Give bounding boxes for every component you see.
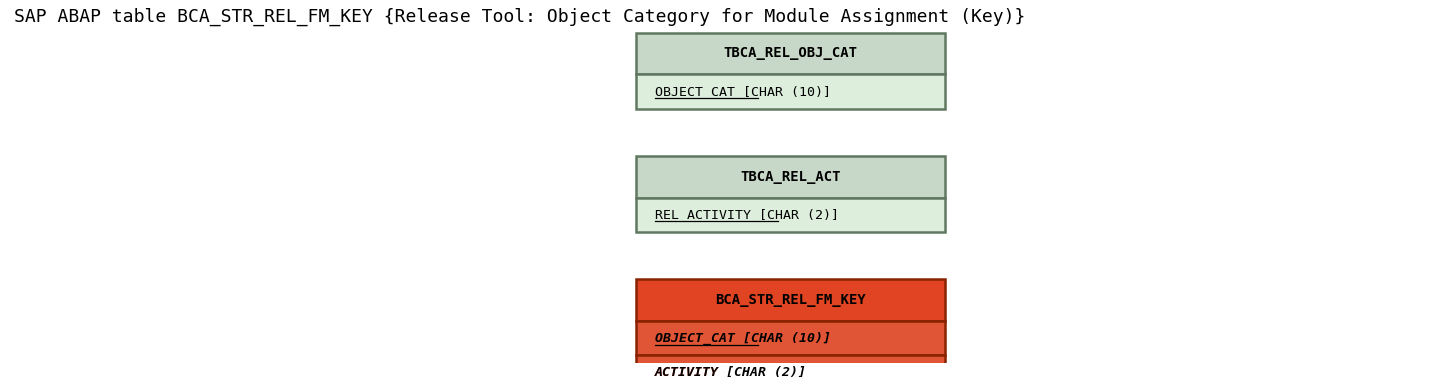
Bar <box>637 33 946 74</box>
Text: ACTIVITY: ACTIVITY <box>655 366 718 377</box>
Text: SAP ABAP table BCA_STR_REL_FM_KEY {Release Tool: Object Category for Module Assi: SAP ABAP table BCA_STR_REL_FM_KEY {Relea… <box>14 7 1026 26</box>
Text: OBJECT_CAT [CHAR (10)]: OBJECT_CAT [CHAR (10)] <box>655 331 831 345</box>
Bar <box>637 321 946 355</box>
Bar <box>637 156 946 198</box>
Text: REL_ACTIVITY [CHAR (2)]: REL_ACTIVITY [CHAR (2)] <box>655 208 839 221</box>
Text: BCA_STR_REL_FM_KEY: BCA_STR_REL_FM_KEY <box>716 293 865 307</box>
Text: OBJECT_CAT: OBJECT_CAT <box>655 331 734 345</box>
Text: TBCA_REL_OBJ_CAT: TBCA_REL_OBJ_CAT <box>723 46 858 60</box>
Bar <box>637 74 946 109</box>
Text: TBCA_REL_ACT: TBCA_REL_ACT <box>740 170 841 184</box>
Bar <box>637 198 946 232</box>
Text: OBJECT_CAT: OBJECT_CAT <box>655 85 734 98</box>
Bar <box>637 279 946 321</box>
Text: OBJECT_CAT [CHAR (10)]: OBJECT_CAT [CHAR (10)] <box>655 85 831 98</box>
Text: REL_ACTIVITY: REL_ACTIVITY <box>655 208 750 221</box>
Bar <box>637 355 946 377</box>
Text: ACTIVITY [CHAR (2)]: ACTIVITY [CHAR (2)] <box>655 366 806 377</box>
